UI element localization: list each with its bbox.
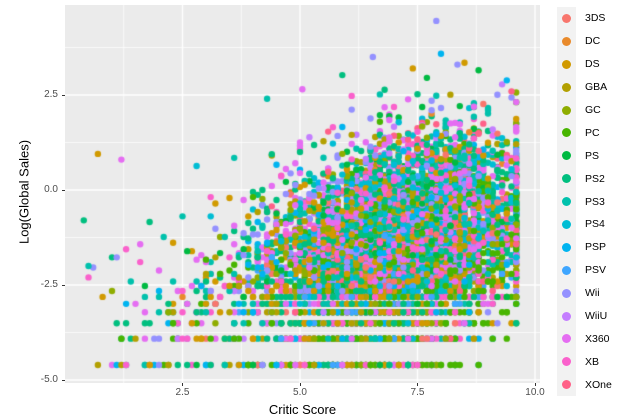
- legend-key: [557, 373, 576, 397]
- legend-item-label: DC: [585, 35, 601, 48]
- x-axis-title: Critic Score: [268, 402, 337, 417]
- legend-key: [557, 75, 576, 99]
- plot-panel: [65, 5, 540, 383]
- y-tick-label: 0.0: [44, 184, 58, 195]
- y-tick-mark: [62, 284, 65, 286]
- legend-key: [557, 121, 576, 145]
- legend-key: [557, 304, 576, 328]
- legend-item-PSP: PSP: [557, 235, 612, 259]
- legend-item-WiiU: WiiU: [557, 304, 612, 328]
- scatter-canvas: [65, 5, 540, 383]
- x-tick-label: 10.0: [525, 387, 545, 398]
- x-tick-label: 2.5: [175, 387, 190, 398]
- legend-item-X360: X360: [557, 327, 612, 351]
- legend-item-label: PS4: [585, 218, 605, 231]
- x-tick-mark: [182, 383, 183, 386]
- legend-item-PS4: PS4: [557, 213, 612, 236]
- legend-item-label: XOne: [585, 378, 612, 391]
- legend-item-DS: DS: [557, 52, 612, 76]
- legend-dot: [562, 219, 571, 229]
- legend-item-DC: DC: [557, 29, 612, 53]
- legend: 3DS DC DS GBA GC PC PS PS2 PS3 PS4 PSP PSV Wii WiiU X3…: [557, 7, 612, 397]
- y-axis-title: Log(Global Sales): [16, 139, 32, 245]
- legend-item-label: PSP: [585, 241, 607, 254]
- legend-dot: [562, 174, 571, 184]
- legend-key: [557, 167, 576, 191]
- legend-key: [557, 213, 576, 236]
- legend-item-GC: GC: [557, 98, 612, 122]
- legend-dot: [562, 265, 571, 275]
- legend-key: [557, 327, 576, 351]
- legend-dot: [562, 59, 571, 69]
- y-tick-label: -2.5: [40, 279, 58, 290]
- legend-item-PSV: PSV: [557, 258, 612, 282]
- x-tick-mark: [534, 383, 536, 386]
- legend-item-label: Wii: [585, 287, 600, 300]
- legend-key: [557, 258, 576, 282]
- legend-key: [557, 29, 576, 53]
- y-tick-label: -5.0: [40, 374, 58, 385]
- legend-dot: [562, 242, 571, 252]
- legend-key: [557, 190, 576, 214]
- legend-item-label: DS: [585, 58, 600, 71]
- legend-item-label: WiiU: [585, 310, 608, 323]
- legend-item-label: PSV: [585, 264, 607, 277]
- legend-key: [557, 350, 576, 374]
- legend-key: [557, 281, 576, 305]
- legend-key: [557, 235, 576, 259]
- y-tick-mark: [62, 94, 65, 96]
- x-tick-label: 7.5: [410, 387, 425, 398]
- legend-item-PS3: PS3: [557, 190, 612, 214]
- legend-dot: [562, 128, 571, 138]
- y-tick-label: 2.5: [44, 89, 58, 100]
- legend-item-label: GBA: [585, 81, 608, 94]
- legend-dot: [562, 288, 571, 298]
- x-tick-label: 5.0: [293, 387, 307, 398]
- legend-dot: [562, 357, 571, 367]
- legend-dot: [562, 105, 571, 115]
- legend-item-label: PS: [585, 149, 600, 162]
- legend-dot: [562, 36, 571, 46]
- legend-item-label: PC: [585, 126, 600, 139]
- legend-item-label: GC: [585, 104, 601, 116]
- legend-item-GBA: GBA: [557, 75, 612, 99]
- legend-item-label: 3DS: [585, 12, 606, 25]
- legend-item-Wii: Wii: [557, 281, 612, 305]
- legend-key: [557, 7, 576, 30]
- legend-item-label: PS3: [585, 195, 605, 208]
- legend-item-PS: PS: [557, 144, 612, 168]
- legend-item-PS2: PS2: [557, 167, 612, 191]
- legend-key: [557, 52, 576, 76]
- legend-dot: [562, 380, 571, 390]
- legend-item-label: X360: [585, 332, 610, 345]
- legend-item-label: PS2: [585, 172, 605, 185]
- x-tick-mark: [417, 383, 418, 386]
- legend-item-XOne: XOne: [557, 373, 612, 397]
- y-tick-mark: [62, 379, 65, 381]
- legend-dot: [562, 151, 571, 161]
- legend-dot: [562, 197, 571, 207]
- legend-dot: [562, 13, 571, 23]
- legend-dot: [562, 334, 571, 344]
- legend-dot: [562, 82, 571, 92]
- legend-item-PC: PC: [557, 121, 612, 145]
- legend-item-XB: XB: [557, 350, 612, 374]
- legend-dot: [562, 311, 571, 321]
- legend-key: [557, 144, 576, 168]
- legend-key: [557, 98, 576, 122]
- legend-item-3DS: 3DS: [557, 7, 612, 30]
- x-tick-mark: [299, 383, 301, 386]
- y-tick-mark: [62, 189, 65, 191]
- legend-item-label: XB: [585, 355, 600, 368]
